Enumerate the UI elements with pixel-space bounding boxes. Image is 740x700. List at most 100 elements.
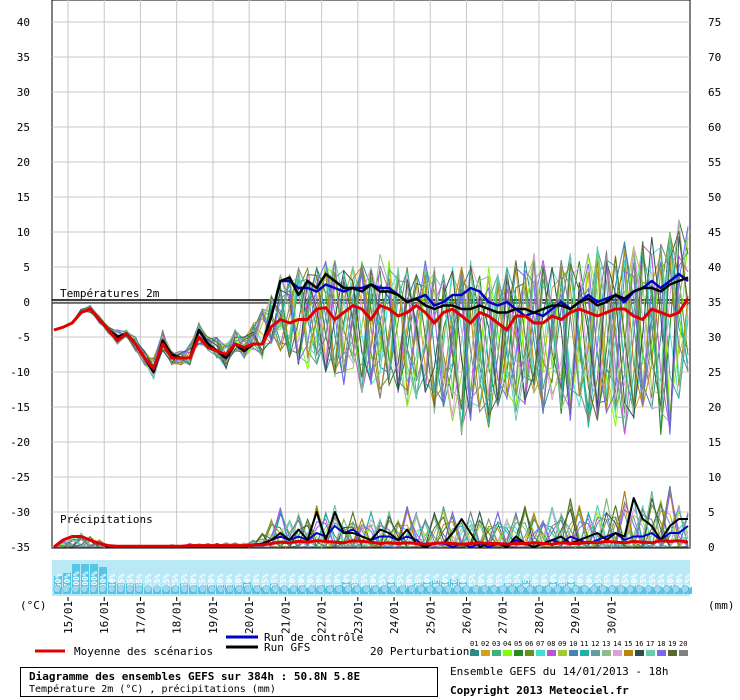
left-unit-label: (°C) (20, 599, 47, 612)
probability-label: 30% (189, 574, 198, 589)
probability-bar (522, 580, 530, 594)
right-tick-label: 15 (708, 436, 721, 449)
snow-flake-marker (207, 585, 216, 593)
legend-pert-id: 02 (481, 640, 489, 648)
snow-flake-marker (307, 585, 316, 593)
probability-bar (495, 586, 503, 594)
temp-panel-label: Températures 2m (60, 287, 160, 300)
probability-label: 30% (486, 574, 495, 589)
snow-flake-marker (116, 585, 125, 593)
right-tick-label: 5 (708, 506, 715, 519)
probability-bar (639, 586, 647, 594)
probability-label: 40% (459, 574, 468, 589)
left-tick-label: 35 (17, 51, 30, 64)
legend-pert-id: 06 (525, 640, 533, 648)
legend-pert-id: 18 (657, 640, 665, 648)
left-tick-label: -25 (10, 471, 30, 484)
probability-label: 60% (54, 574, 63, 589)
snow-flake-marker (626, 585, 635, 593)
legend-pert-id: 13 (602, 640, 610, 648)
probability-label: 20% (288, 574, 297, 589)
snow-flake-marker (71, 585, 79, 593)
legend-pert-swatch (514, 650, 523, 656)
snow-flake-marker (453, 585, 462, 593)
probability-label: 35% (270, 574, 279, 589)
right-tick-label: 55 (708, 156, 721, 169)
probability-label: 25% (684, 574, 693, 589)
probability-label: 30% (612, 574, 621, 589)
x-tick-label: 26/01 (461, 601, 474, 634)
perturbation-temp-line (53, 243, 689, 420)
legend-pert-id: 01 (470, 640, 478, 648)
snow-flake-marker (608, 585, 616, 593)
gfs-temp-line (71, 272, 689, 374)
x-tick-label: 25/01 (424, 601, 437, 634)
x-tick-label: 22/01 (316, 601, 329, 634)
snow-flake-marker (417, 585, 425, 593)
probability-bar (81, 564, 89, 594)
snow-flake-marker (526, 585, 535, 593)
probability-bar (63, 573, 71, 594)
probability-label: 30% (216, 574, 225, 589)
left-tick-label: -15 (10, 401, 30, 414)
snow-flake-marker (362, 585, 371, 593)
chart-subtitle: Température 2m (°C) , précipitations (mm… (29, 684, 276, 695)
left-tick-label: 0 (23, 296, 30, 309)
probability-label: 15% (162, 574, 171, 589)
probability-label: 25% (171, 574, 180, 589)
left-tick-label: 30 (17, 86, 30, 99)
legend-pert-swatch (481, 650, 490, 656)
snow-flake-marker (162, 585, 170, 593)
snow-flake-marker (298, 585, 307, 593)
probability-label: 30% (225, 574, 234, 589)
right-tick-label: 60 (708, 121, 721, 134)
probability-label: 30% (477, 574, 486, 589)
legend-pert-swatch (613, 650, 622, 656)
snow-flake-marker (380, 585, 389, 593)
title-box: Diagramme des ensembles GEFS sur 384h : … (20, 667, 438, 697)
probability-label: 20% (585, 574, 594, 589)
snow-flake-marker (135, 585, 143, 593)
probability-label: 25% (639, 574, 648, 589)
probability-label: 25% (648, 574, 657, 589)
chart-title: Diagramme des ensembles GEFS sur 384h : … (29, 670, 361, 683)
right-tick-label: 50 (708, 191, 721, 204)
left-tick-label: 40 (17, 16, 30, 29)
snow-flake-marker (389, 585, 398, 593)
snow-flake-marker (198, 585, 207, 593)
probability-label: 40% (342, 574, 351, 589)
snow-flake-marker (635, 585, 644, 593)
probability-label: 25% (198, 574, 207, 589)
probability-label: 35% (180, 574, 189, 589)
legend-pert-swatch (536, 650, 545, 656)
snow-flake-marker (571, 585, 580, 593)
legend-pert-id: 03 (492, 640, 500, 648)
legend-pert-swatch (635, 650, 644, 656)
legend-gfs-label: Run GFS (264, 641, 310, 654)
probability-bar (90, 564, 98, 594)
legend-pert-swatch (679, 650, 688, 656)
probability-label: 35% (513, 574, 522, 589)
probability-label: 35% (558, 574, 567, 589)
probability-bar (468, 586, 476, 594)
right-tick-label: 65 (708, 86, 721, 99)
probability-label: 50% (450, 574, 459, 589)
snow-flake-marker (489, 585, 498, 593)
probability-label: 25% (468, 574, 477, 589)
snow-flake-marker (544, 585, 553, 593)
probability-label: 15% (144, 574, 153, 589)
probability-label: 15% (153, 574, 162, 589)
x-tick-label: 27/01 (497, 601, 510, 634)
probability-bar (504, 583, 512, 594)
legend-pert-id: 17 (646, 640, 654, 648)
probability-label: 40% (441, 574, 450, 589)
probability-label: 70% (63, 574, 72, 589)
x-tick-label: 21/01 (279, 601, 292, 634)
probability-label: 30% (234, 574, 243, 589)
snow-flake-marker (517, 585, 525, 593)
probability-label: 25% (360, 574, 369, 589)
legend-pert-id: 10 (569, 640, 577, 648)
x-tick-label: 30/01 (605, 601, 618, 634)
probability-bar (72, 564, 80, 594)
legend-pert-id: 07 (536, 640, 544, 648)
